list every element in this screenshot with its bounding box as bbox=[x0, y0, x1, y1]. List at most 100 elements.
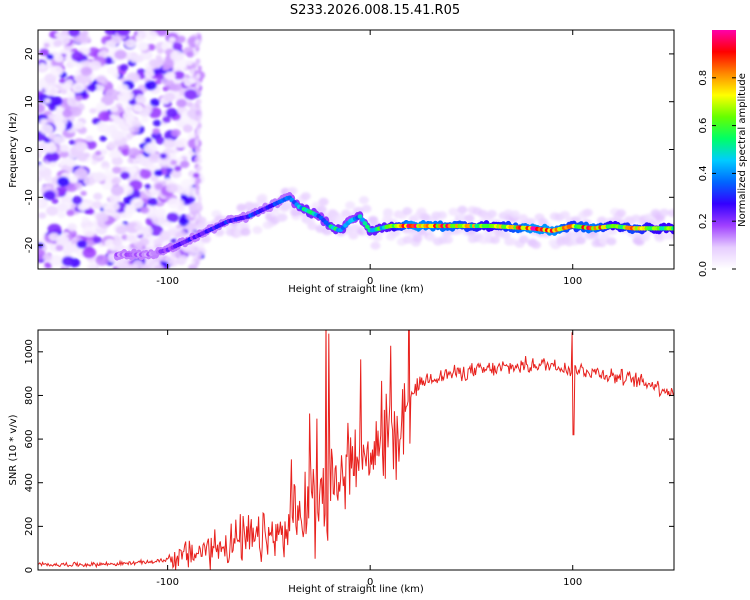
noise-speck bbox=[176, 98, 187, 108]
noise-speck bbox=[55, 234, 70, 246]
noise-speck bbox=[110, 185, 124, 196]
noise-speck bbox=[44, 73, 57, 84]
noise-speck bbox=[143, 143, 158, 155]
noise-speck bbox=[170, 159, 178, 166]
noise-speck bbox=[82, 247, 97, 259]
noise-speck bbox=[78, 47, 86, 53]
ridge-halo bbox=[185, 222, 196, 231]
noise-speck bbox=[43, 42, 50, 48]
noise-speck bbox=[196, 202, 201, 209]
colorbar-tick-label: 0.4 bbox=[698, 165, 709, 181]
noise-speck bbox=[86, 262, 98, 269]
noise-speck bbox=[64, 158, 76, 167]
noise-speck bbox=[116, 30, 131, 37]
noise-speck bbox=[69, 176, 79, 184]
ridge-halo bbox=[270, 209, 281, 218]
ridge-halo bbox=[606, 237, 617, 246]
noise-speck bbox=[184, 89, 198, 100]
noise-speck bbox=[170, 169, 182, 179]
noise-speck bbox=[168, 36, 176, 43]
noise-speck bbox=[194, 178, 199, 185]
noise-speck bbox=[140, 206, 150, 214]
ridge-halo bbox=[167, 258, 178, 267]
noise-speck bbox=[197, 157, 202, 164]
noise-speck bbox=[194, 156, 199, 163]
noise-speck bbox=[67, 223, 77, 232]
noise-speck bbox=[44, 98, 51, 104]
noise-speck bbox=[196, 129, 201, 136]
noise-speck bbox=[192, 172, 200, 179]
noise-speck bbox=[149, 98, 160, 107]
noise-speck bbox=[101, 160, 110, 168]
noise-speck bbox=[197, 122, 202, 129]
noise-speck bbox=[197, 33, 202, 40]
noise-speck bbox=[164, 177, 172, 184]
x-tick-label: 100 bbox=[563, 276, 582, 287]
ridge-halo bbox=[153, 238, 164, 247]
ridge-halo bbox=[252, 226, 263, 235]
ridge-halo bbox=[139, 237, 150, 246]
noise-speck bbox=[71, 51, 84, 62]
noise-speck bbox=[154, 207, 167, 218]
noise-speck bbox=[89, 108, 97, 114]
colorbar-label: Normalized spectral amplitude bbox=[737, 73, 748, 227]
noise-speck bbox=[92, 236, 102, 244]
noise-speck bbox=[171, 129, 181, 137]
noise-speck bbox=[174, 140, 184, 149]
noise-speck bbox=[128, 165, 138, 173]
noise-speck bbox=[94, 83, 105, 92]
noise-speck bbox=[101, 149, 108, 155]
ridge-halo bbox=[240, 227, 251, 236]
noise-speck bbox=[195, 145, 200, 152]
y-tick-label: 200 bbox=[24, 517, 35, 536]
noise-speck bbox=[110, 36, 122, 45]
noise-speck bbox=[80, 66, 93, 77]
noise-speck bbox=[169, 50, 184, 62]
ridge-layer bbox=[113, 192, 674, 261]
noise-speck bbox=[196, 89, 201, 96]
noise-speck bbox=[119, 211, 127, 218]
noise-speck bbox=[38, 62, 46, 69]
noise-speck bbox=[74, 182, 82, 188]
ridge-halo bbox=[575, 236, 586, 245]
noise-speck bbox=[197, 98, 202, 105]
noise-speck bbox=[45, 151, 59, 163]
noise-speck bbox=[196, 166, 201, 173]
noise-speck bbox=[173, 70, 185, 80]
noise-speck bbox=[38, 200, 43, 207]
ridge-cell bbox=[671, 226, 674, 231]
noise-speck bbox=[112, 166, 122, 174]
noise-speck bbox=[180, 178, 194, 189]
noise-speck bbox=[68, 30, 81, 37]
colorbar-ticks: 0.0 0.2 0.4 0.6 0.8 bbox=[698, 70, 736, 277]
ridge-cell bbox=[364, 224, 370, 229]
noise-speck bbox=[135, 94, 146, 104]
ridge-halo bbox=[345, 201, 356, 210]
noise-speck bbox=[52, 121, 66, 133]
noise-speck bbox=[194, 140, 199, 147]
noise-speck bbox=[185, 60, 193, 66]
ridge-halo bbox=[644, 213, 655, 222]
noise-speck bbox=[96, 122, 110, 133]
noise-speck bbox=[144, 69, 155, 78]
noise-speck bbox=[144, 80, 157, 91]
noise-speck bbox=[152, 119, 162, 127]
noise-speck bbox=[38, 212, 47, 219]
noise-speck bbox=[188, 263, 198, 269]
noise-speck bbox=[71, 195, 83, 205]
x-tick-label: 0 bbox=[367, 276, 373, 287]
ridge-halo bbox=[500, 231, 511, 240]
ridge-halo bbox=[300, 192, 311, 201]
noise-speck bbox=[104, 30, 116, 36]
noise-speck bbox=[149, 224, 164, 236]
noise-speck bbox=[174, 165, 182, 172]
ridge-halo bbox=[236, 203, 247, 212]
noise-speck bbox=[101, 202, 111, 210]
noise-speck bbox=[92, 171, 106, 182]
noise-speck bbox=[163, 138, 176, 149]
noise-speck bbox=[137, 156, 149, 166]
noise-speck bbox=[132, 104, 143, 113]
noise-speck bbox=[197, 254, 202, 261]
ridge-halo bbox=[412, 234, 423, 243]
